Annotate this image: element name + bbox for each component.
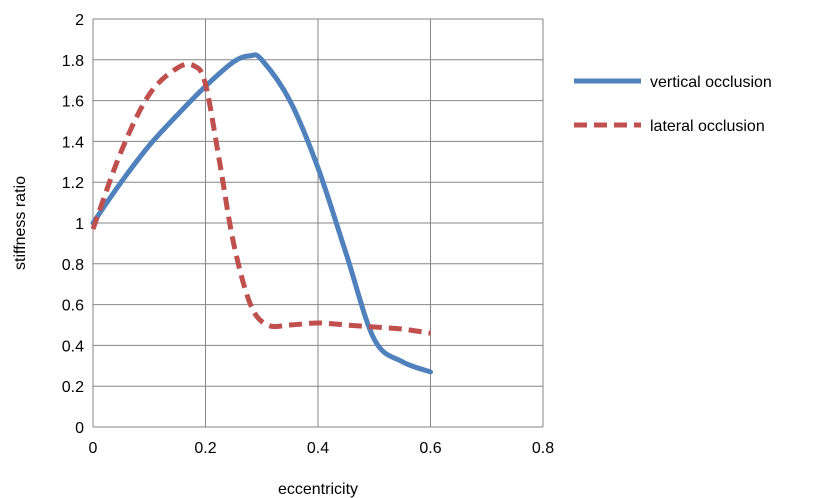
y-tick-label: 0 <box>75 420 84 437</box>
y-tick-label: 1.4 <box>62 134 84 151</box>
y-axis-ticks: 0 0.2 0.4 0.6 0.8 1 1.2 1.4 1.6 1.8 2 <box>62 12 84 437</box>
legend-label-1: lateral occlusion <box>650 118 765 135</box>
x-tick-label: 0.8 <box>532 440 554 457</box>
x-axis-ticks: 0 0.2 0.4 0.6 0.8 <box>89 440 555 457</box>
x-tick-label: 0.6 <box>419 440 441 457</box>
x-tick-label: 0.2 <box>194 440 216 457</box>
y-tick-label: 0.8 <box>62 257 84 274</box>
y-tick-label: 0.2 <box>62 379 84 396</box>
y-tick-label: 1 <box>75 216 84 233</box>
legend: vertical occlusion lateral occlusion <box>574 74 772 135</box>
y-tick-label: 1.2 <box>62 175 84 192</box>
x-axis-title: eccentricity <box>278 481 358 498</box>
y-tick-label: 0.6 <box>62 298 84 315</box>
series-lines <box>90 52 433 375</box>
x-tick-label: 0.4 <box>307 440 329 457</box>
y-tick-label: 1.6 <box>62 94 84 111</box>
y-axis-title: stiffness ratio <box>12 176 29 270</box>
y-tick-label: 2 <box>75 12 84 29</box>
y-tick-label: 1.8 <box>62 53 84 70</box>
x-tick-label: 0 <box>89 440 98 457</box>
series-line-1 <box>90 61 431 336</box>
y-tick-label: 0.4 <box>62 338 84 355</box>
series-line-0 <box>90 52 433 375</box>
legend-label-0: vertical occlusion <box>650 74 772 91</box>
grid-lines <box>92 18 544 428</box>
